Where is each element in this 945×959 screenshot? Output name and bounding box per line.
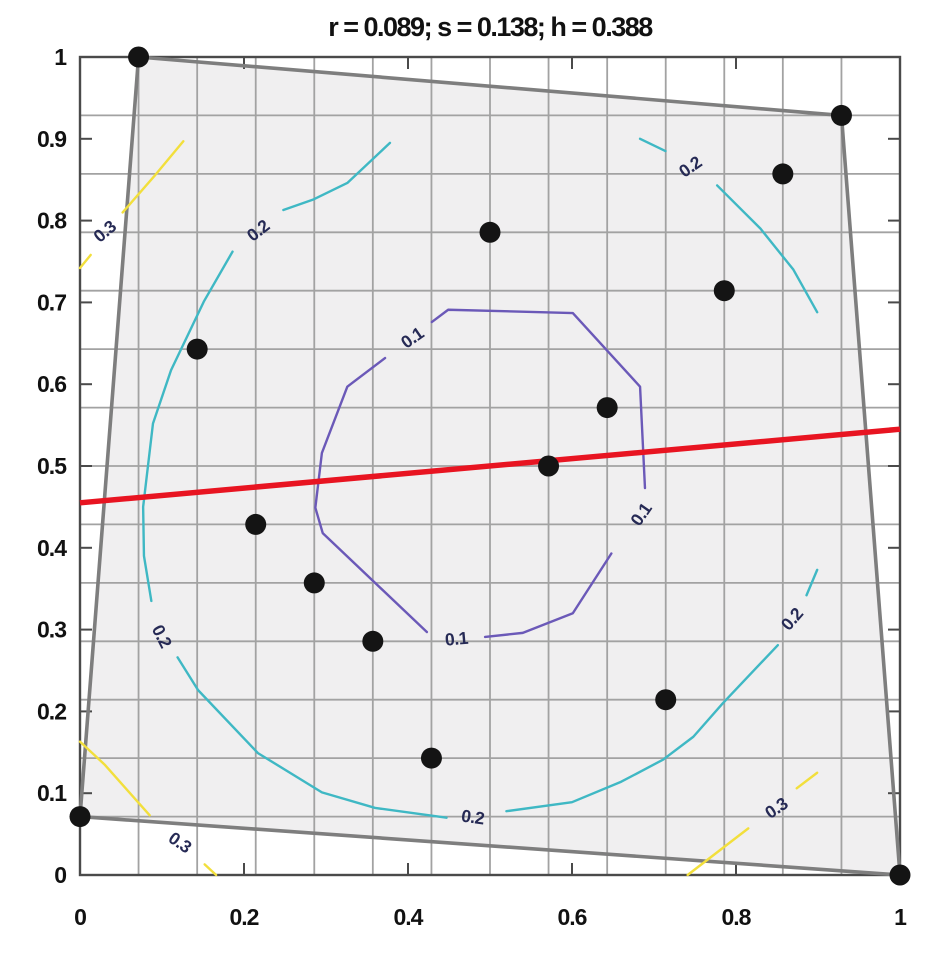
data-point (713, 280, 735, 302)
y-tick-label: 0.5 (37, 453, 67, 479)
contour-line-level-0.2 (176, 656, 448, 819)
contour-line-level-0.3 (121, 140, 185, 214)
data-point (479, 221, 501, 243)
contour-line-level-0.2 (805, 568, 819, 597)
contour-line-level-0.2 (141, 250, 234, 603)
contour-label: 0.3 (90, 216, 121, 246)
contour-line-level-0.3 (203, 863, 218, 877)
contour-label: 0.2 (460, 806, 486, 829)
y-tick-label: 0.4 (37, 535, 67, 561)
regression-layer (79, 426, 901, 506)
y-tick-label: 0.6 (37, 371, 66, 397)
data-point (303, 572, 325, 594)
data-point (362, 630, 384, 652)
contour-line-level-0.3 (795, 771, 819, 790)
x-tick-label: 0.2 (230, 904, 259, 930)
contour-line-level-0.2 (282, 141, 392, 212)
x-tick-label: 0 (74, 904, 86, 930)
contour-label: 0.3 (165, 828, 196, 858)
data-point (655, 689, 677, 711)
tick-label-layer: 0 0.2 0.4 0.6 0.8 1 0 0.1 0.2 0.3 0.4 0.5 0.6 0.7 0.8 0… (37, 44, 908, 930)
contour-line-level-0.3 (78, 740, 151, 817)
contour-line-level-0.3 (686, 827, 750, 877)
data-points-layer (69, 46, 911, 886)
contour-line-level-0.3 (78, 253, 92, 270)
data-point (186, 338, 208, 360)
axis-box-layer (78, 55, 902, 877)
data-point (772, 163, 794, 185)
y-tick-label: 0 (54, 862, 66, 888)
data-point (69, 806, 91, 828)
y-tick-label: 0.1 (37, 780, 67, 806)
data-point (538, 455, 560, 477)
contour-line-level-0.2 (505, 643, 780, 813)
data-point (420, 747, 442, 769)
data-point (128, 46, 150, 68)
contour-line-level-0.1 (483, 552, 613, 639)
y-tick-label: 0.8 (37, 208, 67, 234)
data-point (245, 513, 267, 535)
y-tick-label: 0.7 (37, 289, 66, 315)
x-tick-label: 0.6 (558, 904, 587, 930)
contour-line-level-0.2 (715, 184, 819, 314)
y-tick-label: 1 (54, 44, 67, 70)
y-tick-label: 0.9 (37, 126, 66, 152)
plot-title: r = 0.089; s = 0.138; h = 0.388 (328, 12, 653, 42)
regression-line (79, 426, 901, 506)
contour-line-level-0.1 (430, 308, 647, 490)
contour-label: 0.1 (444, 628, 469, 650)
data-point (830, 104, 852, 126)
data-point (889, 864, 911, 886)
x-tick-label: 0.8 (722, 904, 752, 930)
y-tick-label: 0.3 (37, 617, 66, 643)
contour-layer (78, 137, 819, 877)
x-tick-label: 1 (894, 904, 907, 930)
contour-line-level-0.2 (638, 137, 667, 153)
y-tick-label: 0.2 (37, 698, 66, 724)
data-point (596, 397, 618, 419)
x-tick-label: 0.4 (394, 904, 424, 930)
